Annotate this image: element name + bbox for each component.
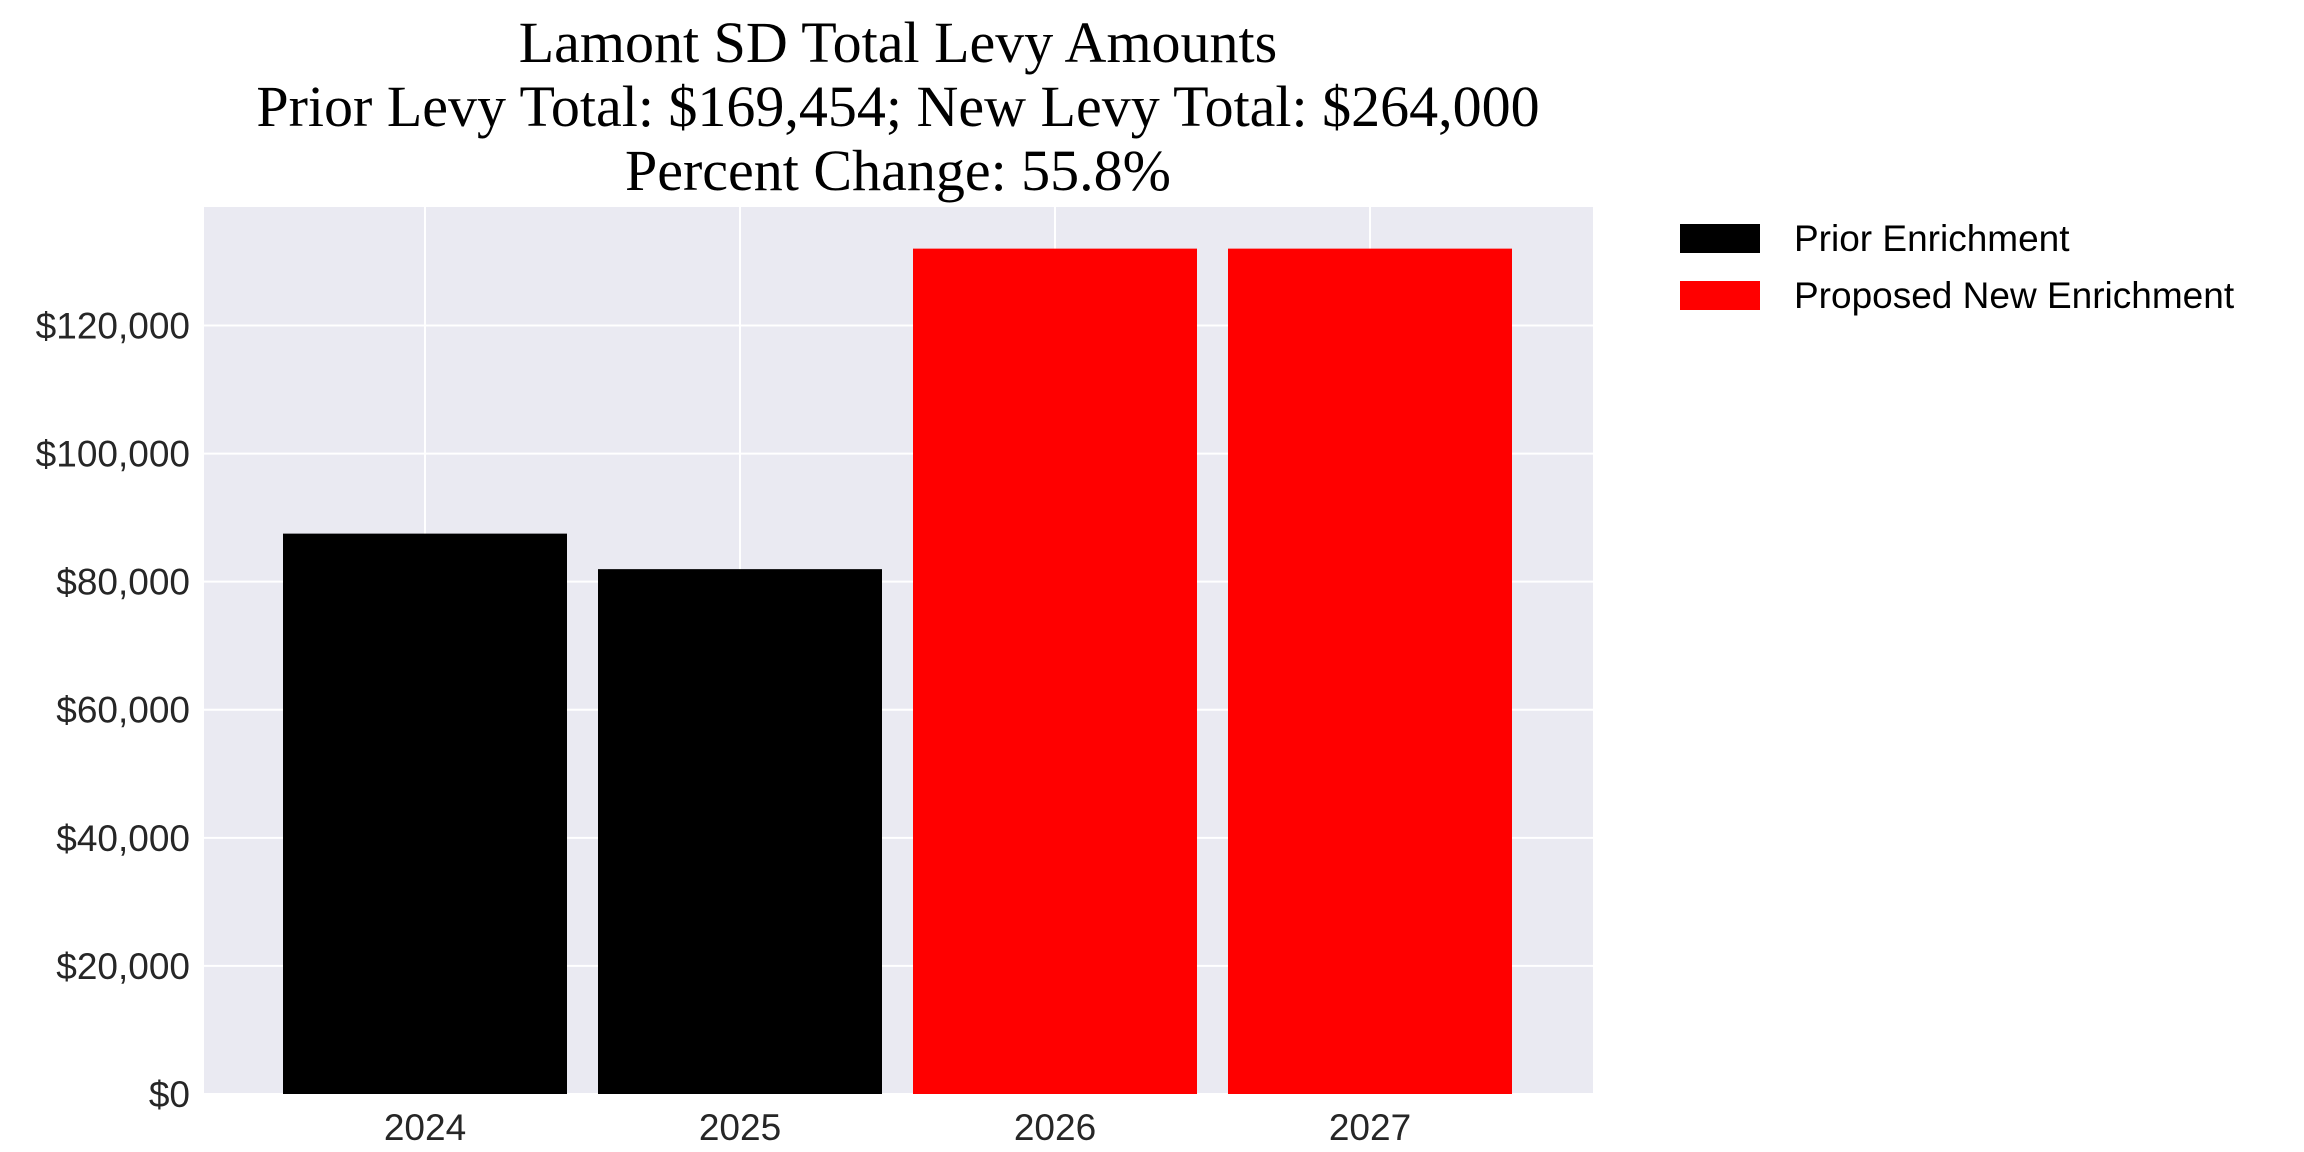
y-tick-label: $40,000 [56,818,190,859]
y-tick-label: $60,000 [56,690,190,731]
y-tick-label: $0 [149,1074,190,1115]
y-tick-label: $20,000 [56,946,190,987]
legend: Prior Enrichment Proposed New Enrichment [1680,218,2235,316]
bar-2027 [1228,248,1512,1094]
y-tick-label: $120,000 [36,305,190,346]
chart-title-line-3: Percent Change: 55.8% [625,138,1171,203]
legend-swatch [1680,281,1760,310]
bar-2024 [283,533,567,1094]
x-tick-label: 2025 [699,1107,781,1148]
x-tick-label: 2024 [384,1107,466,1148]
x-axis: 2024 2025 2026 2027 [384,1107,1411,1148]
bar-2025 [598,569,882,1094]
y-tick-label: $80,000 [56,562,190,603]
chart-title-line-2: Prior Levy Total: $169,454; New Levy Tot… [256,74,1539,139]
bars [283,248,1512,1094]
chart-title-line-1: Lamont SD Total Levy Amounts [519,10,1278,75]
x-tick-label: 2027 [1329,1107,1411,1148]
legend-label: Prior Enrichment [1794,218,2070,259]
legend-label: Proposed New Enrichment [1794,275,2235,316]
y-tick-label: $100,000 [36,434,190,475]
y-axis: $0 $20,000 $40,000 $60,000 $80,000 $100,000 $1… [36,305,190,1115]
legend-swatch [1680,224,1760,253]
x-tick-label: 2026 [1014,1107,1096,1148]
bar-2026 [913,248,1197,1094]
